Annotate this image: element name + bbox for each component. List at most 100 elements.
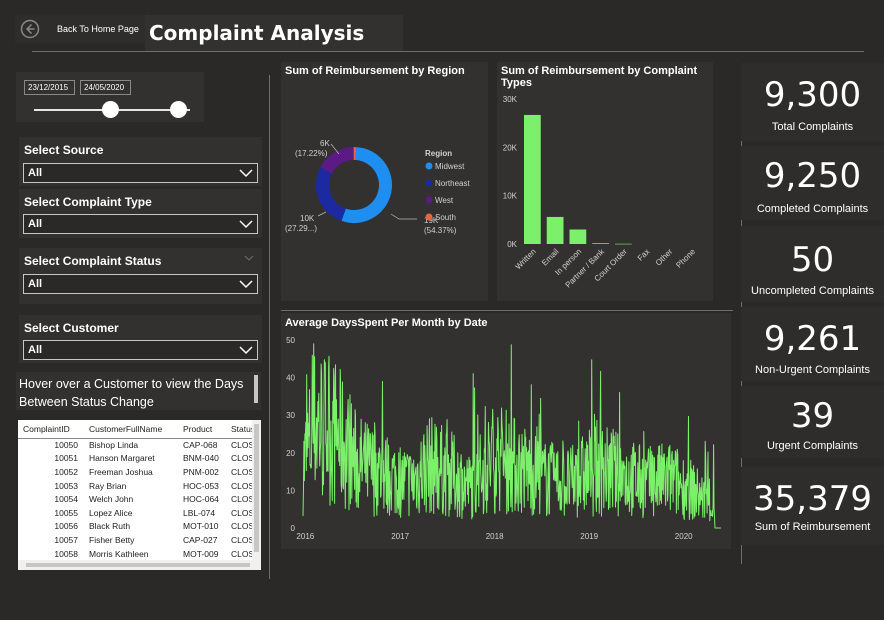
table-row[interactable]: 10054 Welch John HOC-064 CLOSED [18,492,252,506]
leader-line [330,143,340,155]
kpi-value: 35,379 [753,479,872,519]
kpi-label: Completed Complaints [756,203,869,215]
legend-marker-icon [425,213,433,221]
source-dropdown[interactable]: All [23,163,258,183]
donut-slice-south[interactable] [353,147,357,161]
date-slider-start-handle[interactable] [102,101,119,118]
donut-data-label: 19K (54.37%) [424,216,457,235]
table-row[interactable]: 10055 Lopez Alice LBL-074 CLOSED [18,506,252,520]
table-row[interactable]: 10051 Hanson Margaret BNM-040 CLOSED [18,452,252,466]
table-row[interactable]: 10058 Morris Kathleen MOT-009 CLOSED [18,547,252,560]
table-row[interactable]: 10053 Ray Brian HOC-053 CLOSED [18,479,252,493]
x-tick-label: Phone [674,247,697,270]
table-row[interactable]: 10057 Fisher Betty CAP-027 CLOSED [18,533,252,547]
kpi-value: 9,250 [763,156,862,196]
table-vertical-scrollbar[interactable] [252,420,261,560]
bar-in-person[interactable] [569,229,587,245]
x-tick-label: Fax [636,247,652,263]
back-arrow-icon [20,19,40,39]
cell-product: HOC-064 [183,494,219,505]
cell-status: CLOSED [231,534,252,545]
days-spent-series-line[interactable] [302,343,721,529]
end-date-input[interactable]: 24/05/2020 [80,80,131,95]
complaint-type-slicer-title: Select Complaint Type [24,195,152,209]
kpi-total-complaints: 9,300 Total Complaints [741,63,884,141]
cell-complaintid: 10058 [54,548,78,559]
y-tick-label: 20 [286,449,295,458]
bar-email[interactable] [546,216,564,244]
cell-customer: Ray Brian [89,480,127,491]
source-slicer-title: Select Source [24,143,104,157]
complaint-status-slicer-title: Select Complaint Status [24,254,162,268]
column-header-product[interactable]: Product [183,423,213,434]
bar-written[interactable] [524,114,541,244]
days-spent-chart-panel: Average DaysSpent Per Month by Date 0 10 2… [281,313,731,549]
x-tick-label: 2016 [296,532,314,541]
table-row[interactable]: 10056 Black Ruth MOT-010 CLOSED [18,520,252,534]
cell-complaintid: 10051 [54,453,78,464]
cell-product: BNM-040 [183,453,219,464]
y-tick-label: 30 [286,411,295,420]
region-chart-panel: Sum of Reimbursement by Region 19K (54.37… [281,62,488,301]
y-tick-label: 20K [503,143,518,152]
cell-status: CLOSED [231,466,252,477]
charts-divider [281,310,733,311]
x-tick-label: Written [514,247,538,271]
start-date-input[interactable]: 23/12/2015 [24,80,75,95]
x-tick-label: 2018 [486,532,504,541]
legend-item-northeast[interactable]: Northeast [435,179,470,188]
column-header-status[interactable]: Status [231,423,252,434]
cell-complaintid: 10055 [54,507,78,518]
source-dropdown-value: All [28,167,43,179]
legend-item-south[interactable]: South [435,213,456,222]
cell-complaintid: 10052 [54,466,78,477]
x-tick-label: Email [540,247,561,268]
bar-partner-bank[interactable] [592,243,609,244]
donut-slice-midwest[interactable] [341,147,392,224]
donut-slice-west[interactable] [320,147,354,174]
y-tick-label: 30K [503,95,518,104]
customer-slicer-title: Select Customer [24,321,119,335]
cell-customer: Lopez Alice [89,507,133,518]
customer-dropdown[interactable]: All [23,340,258,360]
date-slider-end-handle[interactable] [170,101,187,118]
customer-dropdown-value: All [28,344,43,356]
kpi-label: Total Complaints [771,121,854,133]
complaint-type-dropdown[interactable]: All [23,214,258,234]
complaint-type-chart-title: Sum of Reimbursement by Complaint Types [501,65,698,89]
legend-item-midwest[interactable]: Midwest [435,162,465,171]
table-row[interactable]: 10052 Freeman Joshua PNM-002 CLOSED [18,465,252,479]
cell-complaintid: 10053 [54,480,78,491]
chevron-down-icon [239,346,253,355]
region-donut-chart: 19K (54.37%) 10K (27.29...) 6K (17.22%) Region… [285,139,470,235]
table-horizontal-scrollbar[interactable] [18,560,261,570]
kpi-uncompleted-complaints: 50 Uncompleted Complaints [741,226,884,302]
y-tick-label: 0K [507,240,517,249]
days-spent-line-chart: 0 10 20 30 40 50 2016 2017 2018 2019 2020 [286,336,721,541]
y-tick-label: 40 [286,374,295,383]
collapse-chevron-icon[interactable] [244,254,254,262]
customer-slicer: Select Customer All [19,315,262,363]
table-row[interactable]: 10050 Bishop Linda CAP-068 CLOSED [18,438,252,452]
kpi-label: Non-Urgent Complaints [755,364,870,376]
donut-slice-northeast[interactable] [316,167,346,221]
cell-product: MOT-009 [183,548,219,559]
end-date-value: 24/05/2020 [84,83,125,92]
complaint-status-dropdown-value: All [28,278,43,290]
y-tick-label: 50 [286,336,295,345]
legend-item-west[interactable]: West [435,196,454,205]
column-header-complaintid[interactable]: ComplaintID [23,423,70,434]
column-header-customerfullname[interactable]: CustomerFullName [89,423,163,434]
bar-court-order[interactable] [615,243,632,245]
days-spent-chart-title: Average DaysSpent Per Month by Date [285,317,488,329]
hover-note-scrollbar[interactable] [254,375,258,403]
kpi-non-urgent-complaints: 9,261 Non-Urgent Complaints [741,307,884,381]
cell-complaintid: 10056 [54,521,78,532]
kpi-value: 9,261 [763,319,862,359]
legend-title: Region [425,149,452,158]
cell-status: CLOSED [231,494,252,505]
complaint-status-dropdown[interactable]: All [23,274,258,294]
back-button[interactable]: Back To Home Page [15,15,145,43]
kpi-sum-of-reimbursement: 35,379 Sum of Reimbursement [741,467,884,545]
